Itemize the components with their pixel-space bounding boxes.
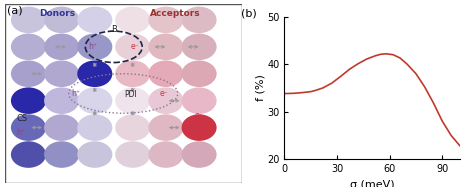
Circle shape bbox=[148, 141, 183, 168]
Circle shape bbox=[77, 60, 112, 87]
Text: Donors: Donors bbox=[39, 9, 75, 18]
Circle shape bbox=[182, 7, 217, 33]
Text: CS: CS bbox=[17, 114, 27, 123]
Circle shape bbox=[182, 114, 217, 141]
Circle shape bbox=[115, 87, 150, 114]
Text: h⁺: h⁺ bbox=[88, 42, 97, 51]
Circle shape bbox=[11, 87, 46, 114]
Circle shape bbox=[11, 60, 46, 87]
Circle shape bbox=[44, 87, 79, 114]
Circle shape bbox=[115, 60, 150, 87]
Text: h⁺: h⁺ bbox=[72, 89, 80, 98]
Circle shape bbox=[11, 114, 46, 141]
Circle shape bbox=[182, 87, 217, 114]
X-axis label: σ (meV): σ (meV) bbox=[350, 179, 394, 187]
Circle shape bbox=[11, 33, 46, 60]
Circle shape bbox=[182, 33, 217, 60]
Circle shape bbox=[11, 141, 46, 168]
FancyBboxPatch shape bbox=[5, 4, 242, 183]
Circle shape bbox=[182, 60, 217, 87]
Circle shape bbox=[44, 141, 79, 168]
Circle shape bbox=[115, 33, 150, 60]
Y-axis label: f (%): f (%) bbox=[256, 74, 266, 101]
Text: (b): (b) bbox=[240, 8, 256, 18]
Text: (a): (a) bbox=[7, 6, 23, 16]
Text: e⁻: e⁻ bbox=[131, 42, 139, 51]
Circle shape bbox=[44, 60, 79, 87]
Circle shape bbox=[182, 141, 217, 168]
Circle shape bbox=[115, 114, 150, 141]
Text: Acceptors: Acceptors bbox=[150, 9, 201, 18]
Text: B: B bbox=[111, 25, 117, 34]
Circle shape bbox=[148, 33, 183, 60]
Circle shape bbox=[148, 60, 183, 87]
Circle shape bbox=[115, 7, 150, 33]
Circle shape bbox=[77, 7, 112, 33]
Circle shape bbox=[115, 141, 150, 168]
Circle shape bbox=[148, 87, 183, 114]
Circle shape bbox=[44, 114, 79, 141]
Circle shape bbox=[77, 114, 112, 141]
Circle shape bbox=[44, 7, 79, 33]
Circle shape bbox=[148, 7, 183, 33]
Circle shape bbox=[77, 141, 112, 168]
Circle shape bbox=[11, 7, 46, 33]
Circle shape bbox=[77, 33, 112, 60]
Circle shape bbox=[44, 33, 79, 60]
Circle shape bbox=[148, 114, 183, 141]
Text: e⁻: e⁻ bbox=[159, 89, 168, 98]
Text: h⁺: h⁺ bbox=[17, 128, 26, 137]
Text: e⁻: e⁻ bbox=[195, 111, 203, 119]
Text: PDI: PDI bbox=[124, 90, 137, 99]
Circle shape bbox=[77, 87, 112, 114]
